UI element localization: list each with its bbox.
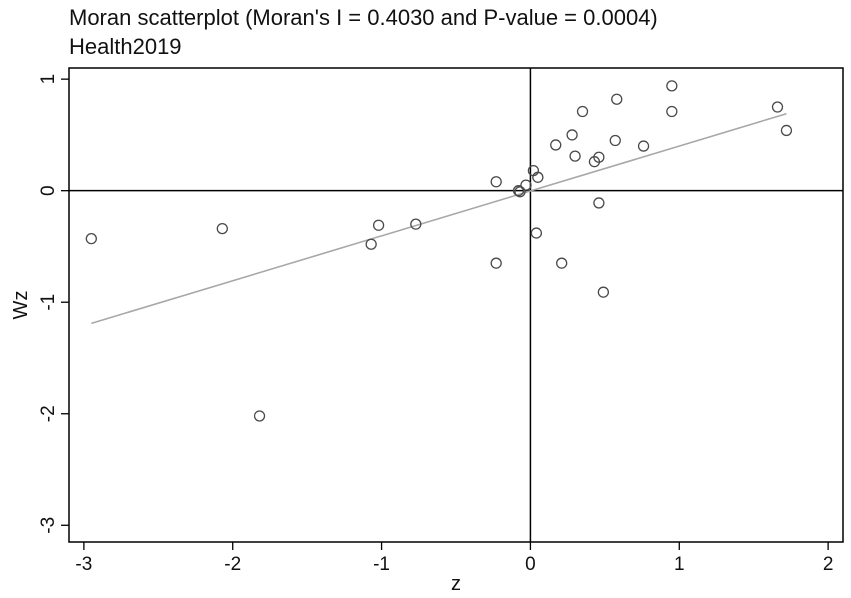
data-point bbox=[532, 171, 544, 183]
y-tick-label: 0 bbox=[38, 185, 59, 196]
x-tick-label: 0 bbox=[525, 554, 536, 575]
fit-line bbox=[91, 112, 787, 325]
y-tick-label: 1 bbox=[38, 74, 59, 85]
data-point bbox=[512, 185, 525, 197]
data-point bbox=[566, 129, 578, 141]
x-tick-label: 2 bbox=[823, 554, 834, 575]
data-point bbox=[556, 257, 568, 269]
data-point bbox=[85, 232, 97, 245]
data-point bbox=[609, 134, 621, 147]
data-point bbox=[576, 105, 589, 118]
data-point bbox=[666, 105, 678, 118]
data-point bbox=[490, 257, 502, 269]
chart-subtitle: Health2019 bbox=[69, 34, 182, 59]
y-tick-label: -2 bbox=[38, 405, 59, 422]
data-point bbox=[514, 186, 526, 198]
data-point bbox=[593, 197, 605, 209]
data-point bbox=[410, 218, 422, 230]
data-point bbox=[780, 124, 793, 137]
data-point bbox=[216, 222, 228, 235]
data-point bbox=[530, 227, 543, 239]
y-axis-label: Wz bbox=[10, 291, 32, 320]
data-point bbox=[372, 219, 385, 231]
data-point bbox=[520, 179, 532, 191]
data-point bbox=[365, 238, 377, 250]
x-axis-ticks: -3 -2 -1 0 1 2 bbox=[75, 542, 833, 575]
x-tick-label: 1 bbox=[674, 554, 685, 575]
data-point bbox=[490, 176, 502, 188]
data-point bbox=[569, 150, 581, 162]
y-axis-ticks: -3 -2 -1 0 1 bbox=[38, 74, 69, 534]
data-point bbox=[666, 80, 678, 92]
fit-line-group bbox=[91, 112, 787, 325]
points-group bbox=[85, 80, 793, 422]
data-point bbox=[593, 151, 605, 163]
data-point bbox=[771, 101, 784, 113]
data-point bbox=[597, 286, 610, 298]
plot-frame bbox=[68, 67, 844, 543]
data-point bbox=[253, 410, 266, 422]
y-tick-label: -3 bbox=[38, 517, 59, 534]
y-tick-label: -1 bbox=[38, 294, 59, 311]
x-tick-label: -1 bbox=[373, 554, 390, 575]
data-point bbox=[550, 139, 562, 151]
data-point bbox=[611, 93, 623, 105]
x-tick-label: -3 bbox=[75, 554, 92, 575]
chart-title: Moran scatterplot (Moran's I = 0.4030 an… bbox=[69, 5, 658, 30]
x-tick-label: -2 bbox=[224, 554, 241, 575]
x-axis-label: z bbox=[451, 573, 461, 595]
reference-lines bbox=[69, 68, 843, 542]
data-point bbox=[637, 140, 650, 152]
